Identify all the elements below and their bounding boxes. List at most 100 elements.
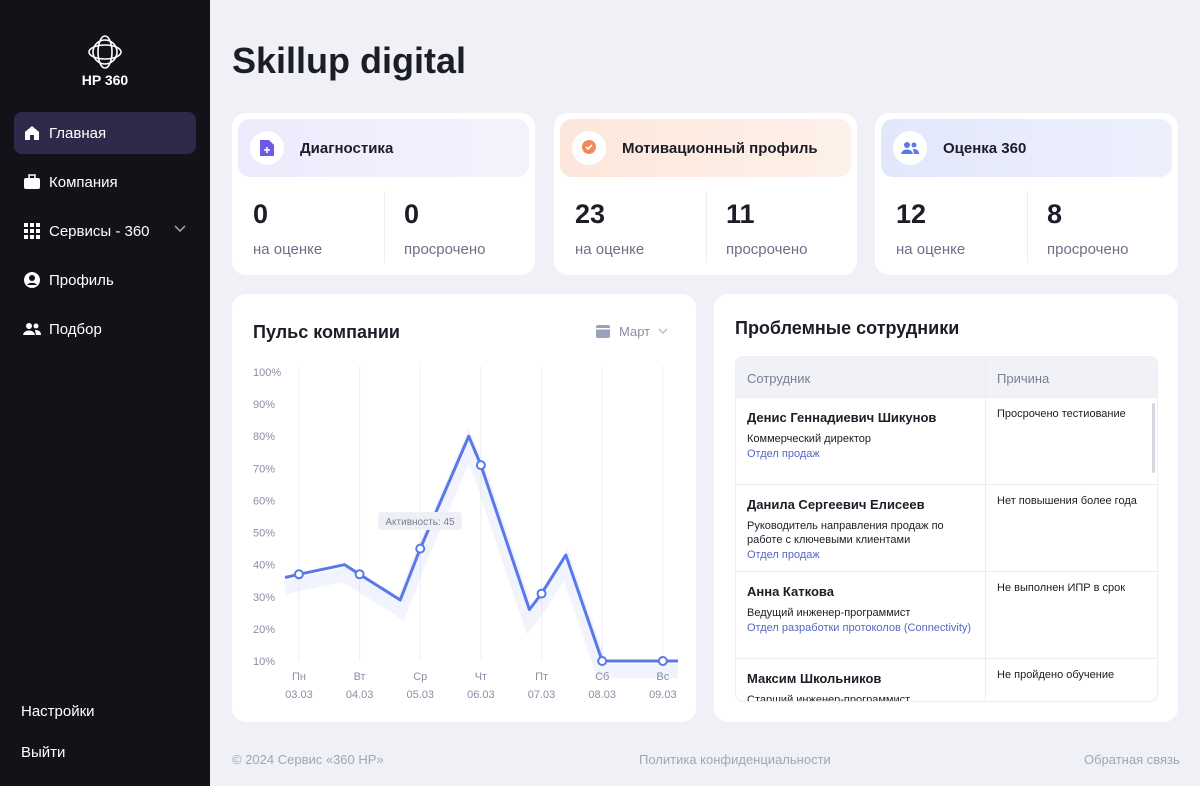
x-tick-label: Чт <box>475 671 487 683</box>
employee-department[interactable]: Отдел разработки протоколов (Connectivit… <box>747 622 972 634</box>
point <box>415 543 426 554</box>
period-select[interactable]: Март <box>619 324 651 339</box>
footer-copyright: © 2024 Сервис «360 HP» <box>232 752 384 767</box>
logo-icon <box>88 35 122 69</box>
x-date-label: 08.03 <box>588 689 616 701</box>
card-header: Мотивационный профиль <box>560 119 851 177</box>
employee-department[interactable]: Отдел продаж <box>747 448 820 460</box>
y-tick-label: 50% <box>253 528 275 540</box>
employee-name: Данила Сергеевич Елисеев <box>747 497 925 512</box>
page-title: Skillup digital <box>232 40 467 81</box>
footer-feedback[interactable]: Обратная связь <box>1084 752 1180 767</box>
y-tick-label: 90% <box>253 399 275 411</box>
table-row: Максим Школьников Старший инженер-програм… <box>736 658 1157 702</box>
y-tick-label: 20% <box>253 624 275 636</box>
stat-card: Оценка 360 12 на оценке 8 просрочено <box>875 113 1178 275</box>
settings-link[interactable]: Настройки <box>21 703 95 720</box>
column-header: Причина <box>997 371 1050 386</box>
point <box>536 588 547 599</box>
y-tick-label: 80% <box>253 431 275 443</box>
line <box>284 434 678 663</box>
menu-label: Компания <box>49 173 118 191</box>
point <box>657 656 668 666</box>
point <box>293 569 304 580</box>
table: Сотрудник Причина Денис Геннадиевич Шику… <box>735 356 1158 702</box>
stat-label: на оценке <box>896 241 966 258</box>
reason: Не выполнен ИПР в срок <box>997 582 1126 594</box>
employee-name: Анна Каткова <box>747 584 834 599</box>
stat-label: на оценке <box>575 241 645 258</box>
card-title: Мотивационный профиль <box>622 139 818 157</box>
stat-label: просрочено <box>404 241 486 258</box>
reason: Просрочено тестиование <box>997 408 1126 420</box>
chart: 10% 20% 30% 40% 50% 60% 70% 80% 90% 100% Пн 03.03 Вт… <box>253 366 678 701</box>
menu-label: Подбор <box>49 320 102 338</box>
stat-value: 8 <box>1047 199 1063 229</box>
x-date-label: 09.03 <box>649 689 677 701</box>
point <box>475 460 486 471</box>
card-header: Оценка 360 <box>881 119 1172 177</box>
table-title: Проблемные сотрудники <box>735 318 960 338</box>
stat-label: просрочено <box>726 241 808 258</box>
x-tick-label: Вс <box>656 671 669 683</box>
x-tick-label: Пн <box>292 671 306 683</box>
stat-value: 0 <box>404 199 420 229</box>
y-tick-label: 10% <box>253 656 275 668</box>
menu-item[interactable]: Сервисы - 360 <box>14 210 196 252</box>
stat-value: 11 <box>726 199 755 229</box>
menu-label: Сервисы - 360 <box>49 222 150 240</box>
stat-label: на оценке <box>253 241 323 258</box>
x-date-label: 06.03 <box>467 689 495 701</box>
logo-text: HP 360 <box>81 72 129 88</box>
x-date-label: 05.03 <box>406 689 434 701</box>
table-card: Проблемные сотрудники Сотрудник Причина … <box>714 294 1178 722</box>
point <box>354 569 365 580</box>
menu-item[interactable]: Профиль <box>14 259 196 301</box>
y-tick-label: 40% <box>253 560 275 572</box>
reason: Не пройдено обучение <box>997 669 1115 681</box>
tooltip: Активность: 45 <box>385 517 455 528</box>
table-row: Денис Геннадиевич Шикунов Коммерческий ди… <box>736 397 1157 484</box>
employee-position: Руководитель направления продаж по работ… <box>747 520 944 546</box>
card-title: Диагностика <box>300 139 394 157</box>
stat-value: 0 <box>253 199 269 229</box>
tooltip-box <box>378 512 462 530</box>
stat-value: 12 <box>896 199 927 229</box>
y-tick-label: 30% <box>253 592 275 604</box>
y-tick-label: 100% <box>253 367 281 379</box>
sidebar: HP 360 Главная Компания Сервисы - 360 Пр… <box>0 0 210 786</box>
x-tick-label: Ср <box>413 671 427 683</box>
employee-name: Денис Геннадиевич Шикунов <box>747 410 937 425</box>
x-date-label: 04.03 <box>346 689 374 701</box>
stat-label: просрочено <box>1047 241 1129 258</box>
x-tick-label: Сб <box>595 671 609 683</box>
x-tick-label: Вт <box>354 671 366 683</box>
menu-item[interactable]: Главная <box>14 112 196 154</box>
menu-label: Главная <box>49 124 107 142</box>
y-tick-label: 60% <box>253 495 275 507</box>
reason: Нет повышения более года <box>997 495 1137 507</box>
logout-link[interactable]: Выйти <box>21 744 66 761</box>
employee-position: Ведущий инженер-программист <box>747 607 911 619</box>
pulse-card: Пульс компании Март 10% 20% 30% 40% 50% 60% 70… <box>232 294 696 722</box>
scrollbar[interactable] <box>1152 403 1155 473</box>
x-date-label: 07.03 <box>528 689 556 701</box>
employee-department[interactable]: Отдел продаж <box>747 549 820 561</box>
footer-privacy[interactable]: Политика конфиденциальности <box>639 752 831 767</box>
stat-value: 23 <box>575 199 606 229</box>
stat-card: Мотивационный профиль 23 на оценке 11 пр… <box>554 113 857 275</box>
menu-item[interactable]: Компания <box>14 161 196 203</box>
column-header: Сотрудник <box>747 371 811 386</box>
stat-card: Диагностика 0 на оценке 0 просрочено <box>232 113 535 275</box>
employee-position: Коммерческий директор <box>747 433 872 445</box>
table-row: Анна Каткова Ведущий инженер-программист О… <box>736 571 1157 658</box>
card-title: Оценка 360 <box>943 139 1027 157</box>
menu-item[interactable]: Подбор <box>14 308 196 350</box>
x-tick-label: Пт <box>535 671 548 683</box>
menu-label: Профиль <box>49 271 114 289</box>
table-row: Данила Сергеевич Елисеев Руководитель нап… <box>736 484 1157 571</box>
y-tick-label: 70% <box>253 463 275 475</box>
employee-position: Старший инженер-программист <box>747 694 911 702</box>
x-date-label: 03.03 <box>285 689 313 701</box>
